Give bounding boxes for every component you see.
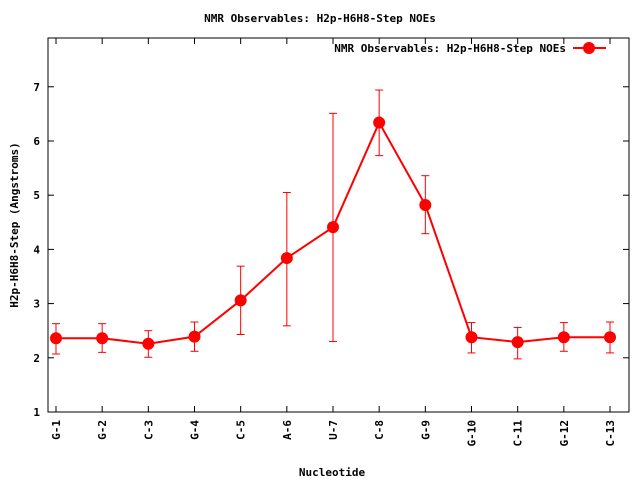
chart-title: NMR Observables: H2p-H6H8-Step NOEs [204, 12, 436, 25]
data-point [419, 198, 432, 211]
data-point [511, 336, 524, 349]
legend-marker [583, 42, 595, 54]
y-tick-label: 2 [33, 352, 40, 365]
y-axis-label: H2p-H6H8-Step (Angstroms) [8, 142, 21, 308]
y-tick-label: 3 [33, 298, 40, 311]
x-tick-label: G-4 [189, 420, 202, 440]
x-tick-label: C-13 [604, 420, 617, 447]
y-axis: 1 2 3 4 5 6 7 [33, 81, 629, 419]
x-tick-label: C-5 [235, 420, 248, 440]
data-point [465, 331, 478, 344]
x-tick-label: G-1 [50, 420, 63, 440]
data-point [327, 221, 339, 234]
x-axis-label: Nucleotide [299, 466, 366, 479]
x-tick-label: G-12 [558, 420, 571, 447]
y-tick-label: 6 [33, 135, 40, 148]
x-axis: G-1 G-2 C-3 G-4 C-5 A-6 U-7 C-8 G-9 G-10 C-11 G-12 C… [50, 38, 617, 447]
x-tick-label: G-2 [96, 420, 109, 440]
data-point [234, 294, 247, 307]
data-point [373, 116, 386, 129]
x-tick-label: G-9 [419, 420, 432, 440]
legend: NMR Observables: H2p-H6H8-Step NOEs [334, 42, 606, 55]
data-point [188, 330, 201, 343]
data-point [557, 331, 570, 344]
x-tick-label: A-6 [281, 420, 294, 440]
legend-label: NMR Observables: H2p-H6H8-Step NOEs [334, 42, 566, 55]
data-point [96, 332, 109, 345]
series-group [50, 116, 616, 350]
x-tick-label: C-8 [373, 420, 386, 440]
y-tick-label: 1 [33, 406, 40, 419]
x-tick-label: C-3 [142, 420, 155, 440]
y-tick-label: 4 [33, 243, 40, 256]
data-point [50, 332, 62, 345]
data-point [604, 331, 616, 344]
x-tick-label: G-10 [466, 420, 479, 447]
data-point [142, 337, 155, 350]
data-point [280, 252, 293, 265]
y-tick-label: 5 [33, 189, 40, 202]
plot-frame [47, 37, 630, 413]
x-tick-label: C-11 [512, 420, 525, 447]
x-tick-label: U-7 [327, 420, 340, 440]
y-tick-label: 7 [33, 81, 40, 94]
